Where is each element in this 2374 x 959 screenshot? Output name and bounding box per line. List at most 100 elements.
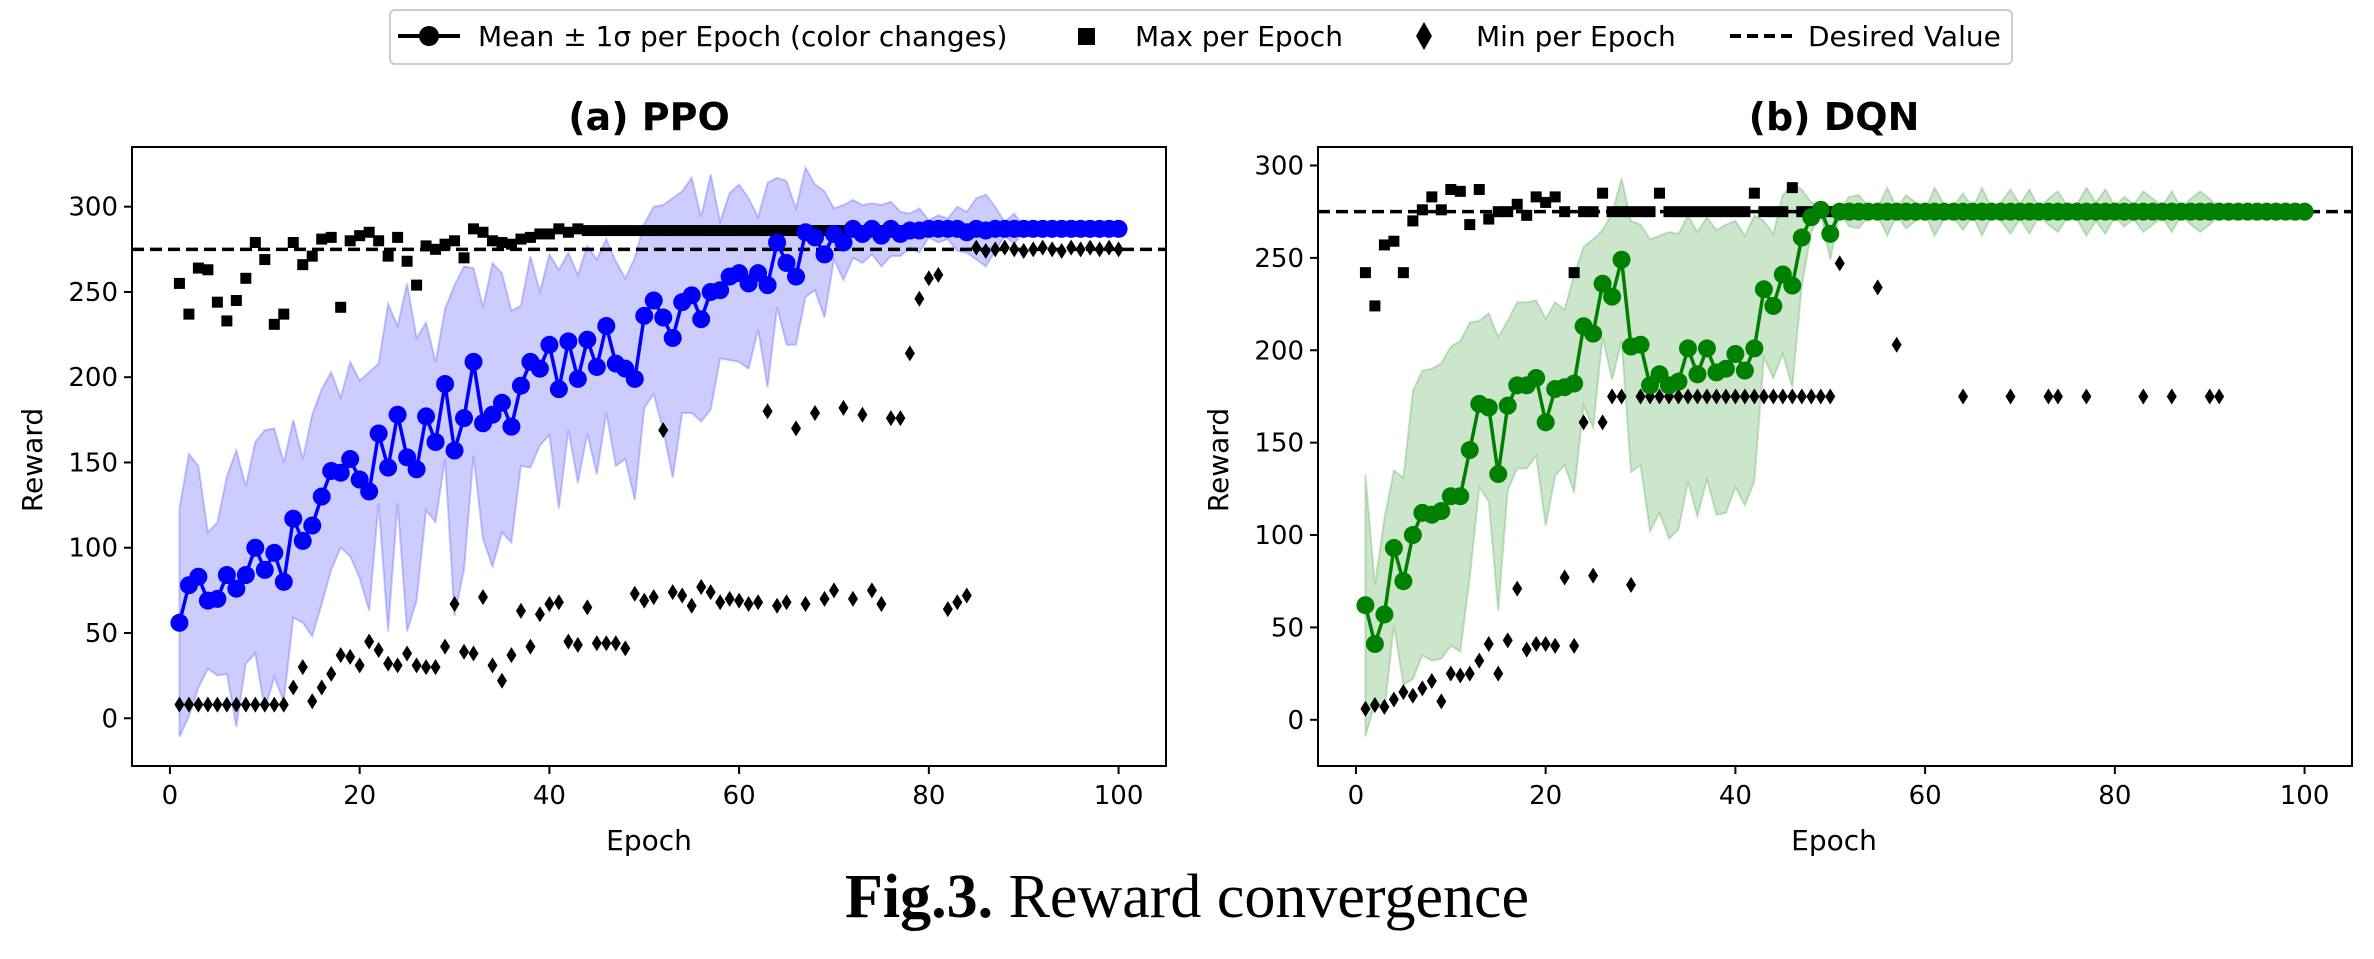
dqn-min-point (1388, 691, 1399, 708)
ppo-max-point (648, 225, 660, 237)
ppo-min-point (772, 597, 783, 614)
dqn-min-point (1464, 665, 1475, 682)
ppo-min-point (354, 657, 365, 674)
ppo-min-point (572, 636, 583, 653)
dqn-xtick-label: 0 (1348, 781, 1365, 811)
ppo-min-point (515, 602, 526, 619)
dqn-max-point (1748, 187, 1760, 199)
ppo-mean-point (663, 328, 682, 347)
dqn-mean-point (1356, 596, 1375, 615)
ppo-min-point (724, 590, 735, 607)
ppo-mean-point (587, 357, 606, 376)
ppo-max-point (562, 226, 574, 238)
ppo-max-point (505, 238, 517, 250)
ppo-max-point (752, 225, 764, 237)
ppo-min-point (952, 594, 963, 611)
dqn-max-point (1540, 196, 1552, 208)
dqn-min-point (2166, 388, 2177, 405)
dqn-min-point (1682, 388, 1693, 405)
ppo-min-point (345, 648, 356, 665)
dqn-xtick-label: 20 (1529, 781, 1562, 811)
ppo-min-point (904, 345, 915, 362)
dqn-mean-point (1754, 280, 1773, 299)
ppo-min-point (705, 584, 716, 601)
ppo-min-point (866, 582, 877, 599)
dqn-min-point (1701, 388, 1712, 405)
dqn-xtick-label: 100 (2280, 781, 2330, 811)
ppo-min-point (734, 592, 745, 609)
dqn-min-point (1512, 580, 1523, 597)
ppo-min-point (1018, 243, 1029, 260)
ppo-min-point (534, 606, 545, 623)
ppo-max-point (221, 315, 233, 327)
dqn-mean-point (1536, 413, 1555, 432)
dqn-xtick-label: 80 (2098, 781, 2131, 811)
ppo-max-point (553, 223, 565, 235)
ppo-max-point (543, 228, 555, 240)
ppo-min-point (307, 693, 318, 710)
ppo-max-point (581, 225, 593, 237)
dqn-max-point (1625, 206, 1637, 218)
dqn-max-point (1654, 187, 1666, 199)
dqn-max-point (1454, 185, 1466, 197)
ppo-max-point (411, 279, 423, 291)
dqn-mean-point (1584, 324, 1603, 343)
dqn-min-point (1825, 388, 1836, 405)
dqn-min-point (1398, 684, 1409, 701)
ppo-mean-point (265, 543, 284, 562)
ppo-mean-point (540, 335, 559, 354)
dqn-min-point (2052, 388, 2063, 405)
ppo-min-point (297, 659, 308, 676)
ppo-max-point (591, 225, 603, 237)
ppo-max-point (430, 243, 442, 255)
ppo-ytick-label: 0 (101, 704, 118, 734)
dqn-max-point (1682, 206, 1694, 218)
ppo-max-point (316, 233, 328, 245)
legend: Mean ± 1σ per Epoch (color changes) Max … (389, 9, 2013, 65)
ppo-min-point (781, 594, 792, 611)
ppo-min-point (667, 584, 678, 601)
ppo-min-point (288, 679, 299, 696)
ppo-min-point (601, 635, 612, 652)
ppo-mean-markers (170, 219, 1128, 632)
dqn-max-point (1445, 183, 1457, 195)
dqn-ytick-label: 250 (1254, 244, 1304, 274)
ppo-ytick-label: 50 (85, 619, 118, 649)
dqn-min-point (1417, 680, 1428, 697)
dqn-min-point (1872, 279, 1883, 296)
ppo-max-point (335, 301, 347, 313)
dqn-min-point (1607, 388, 1618, 405)
ppo-min-point (373, 642, 384, 659)
dqn-min-point (1578, 414, 1589, 431)
dqn-min-point (1550, 637, 1561, 654)
dqn-mean-line (1363, 206, 2305, 651)
ppo-min-point (496, 672, 507, 689)
dqn-mean-markers (1356, 200, 2314, 654)
ppo-mean-point (644, 291, 663, 310)
dqn-min-point (1730, 388, 1741, 405)
dqn-min-point (1540, 636, 1551, 653)
dqn-max-point (1777, 206, 1789, 218)
ppo-max-point (363, 226, 375, 238)
ppo-xtick-label: 60 (723, 781, 756, 811)
ppo-max-point (534, 228, 546, 240)
ppo-xtick-label: 20 (343, 781, 376, 811)
dqn-min-point (1597, 414, 1608, 431)
ppo-min-point (544, 596, 555, 613)
ppo-mean-point (170, 613, 189, 632)
dqn-max-point (1464, 219, 1476, 231)
dqn-max-point (1559, 206, 1571, 218)
dqn-min-point (1493, 665, 1504, 682)
ppo-min-point (971, 239, 982, 256)
ppo-mean-point (379, 458, 398, 477)
dqn-min-point (1711, 388, 1722, 405)
dqn-mean-point (1612, 250, 1631, 269)
ppo-min-point (1066, 239, 1077, 256)
ppo-xtick-label: 40 (533, 781, 566, 811)
ppo-mean-point (777, 253, 796, 272)
dqn-min-point (1531, 636, 1542, 653)
dqn-min-point (2005, 388, 2016, 405)
ppo-max-point (240, 272, 252, 284)
dqn-mean-point (1593, 274, 1612, 293)
dqn-max-point (1663, 206, 1675, 218)
